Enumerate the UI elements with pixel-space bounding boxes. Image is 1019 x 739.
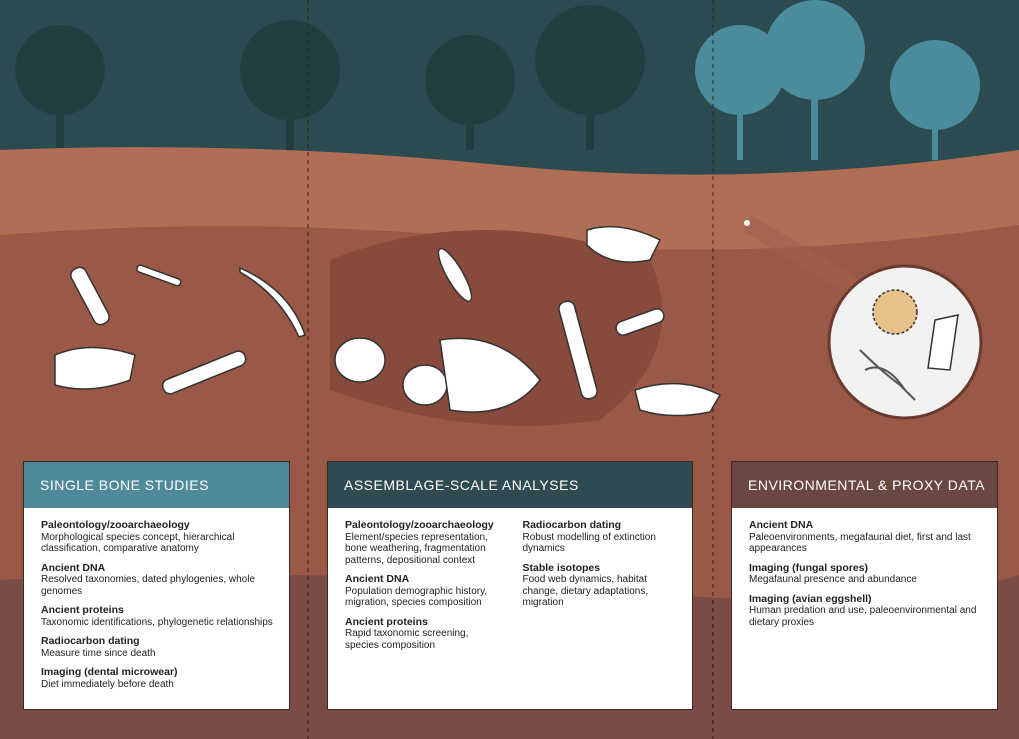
item-heading: Ancient proteins <box>41 604 124 616</box>
trees <box>15 5 645 150</box>
item-text: Megafaunal presence and abundance <box>749 574 917 585</box>
item-text: Measure time since death <box>41 647 156 659</box>
eggshell <box>927 314 959 371</box>
item: Imaging (fungal spores) Megafaunal presen… <box>749 561 987 586</box>
item-heading: Ancient DNA <box>345 573 410 585</box>
panel-title: SINGLE BONE STUDIES <box>24 462 289 508</box>
item: Imaging (avian eggshell) Human predation … <box>749 592 987 629</box>
item-text: Taxonomic identifications, phylogenetic … <box>41 616 273 628</box>
bones <box>54 225 722 417</box>
item-heading: Imaging (fungal spores) <box>749 561 869 574</box>
item: Ancient proteins Rapid taxonomic screenin… <box>345 615 505 652</box>
item-heading: Paleontology/zooarchaeology <box>345 519 494 531</box>
item-heading: Imaging (avian eggshell) <box>749 592 872 605</box>
dividers <box>307 0 714 739</box>
item: Ancient DNA Resolved taxonomies, dated ph… <box>41 561 279 598</box>
item-heading: Paleontology/zooarchaeology <box>41 519 190 531</box>
item-text: Element/species representation, bone wea… <box>345 531 488 566</box>
item-text: Rapid taxonomic screening, species compo… <box>345 628 469 651</box>
item-heading: Radiocarbon dating <box>41 635 140 647</box>
panel-title: ASSEMBLAGE-SCALE ANALYSES <box>328 462 692 508</box>
item: Paleontology/zooarchaeology Morphological… <box>41 519 279 555</box>
item-text: Diet immediately before death <box>41 678 174 690</box>
item-text: Robust modelling of extinction dynamics <box>522 531 656 555</box>
item: Stable isotopes Food web dynamics, habita… <box>522 561 683 609</box>
column: Ancient DNA Paleoenvironments, megafaunal… <box>749 519 987 636</box>
item-text: Morphological species concept, hierarchi… <box>41 531 235 555</box>
item-heading: Stable isotopes <box>522 561 601 574</box>
item-text: Food web dynamics, habitat change, dieta… <box>522 574 649 608</box>
zoom-beam <box>742 215 865 298</box>
panel-title: ENVIRONMENTAL & PROXY DATA <box>732 462 997 508</box>
item-heading: Radiocarbon dating <box>522 519 622 531</box>
item-heading: Ancient proteins <box>345 615 428 628</box>
dna <box>859 349 916 401</box>
environment-trees <box>695 0 980 160</box>
column: Paleontology/zooarchaeology Element/speci… <box>345 519 505 659</box>
panel: ASSEMBLAGE-SCALE ANALYSES Paleontology/zo… <box>327 461 693 710</box>
item: Imaging (dental microwear) Diet immediate… <box>41 666 279 690</box>
item-heading: Imaging (dental microwear) <box>41 666 178 678</box>
panel-body: Ancient DNA Paleoenvironments, megafaunal… <box>732 508 997 636</box>
panel: ENVIRONMENTAL & PROXY DATA Ancient DNA Pal… <box>731 461 998 710</box>
fungal-spore <box>872 289 918 335</box>
item: Radiocarbon dating Measure time since dea… <box>41 635 279 659</box>
item-heading: Ancient DNA <box>41 561 106 574</box>
item: Ancient DNA Paleoenvironments, megafaunal… <box>749 519 987 555</box>
column: Paleontology/zooarchaeology Morphological… <box>41 519 279 698</box>
item: Paleontology/zooarchaeology Element/speci… <box>345 519 505 566</box>
item-heading: Ancient DNA <box>749 519 814 531</box>
item-text: Population demographic history, migratio… <box>345 585 488 609</box>
item: Ancient DNA Population demographic histor… <box>345 573 505 609</box>
column: Radiocarbon dating Robust modelling of ex… <box>522 519 683 659</box>
item: Ancient proteins Taxonomic identification… <box>41 604 279 628</box>
microscope-view <box>827 264 983 420</box>
item-text: Paleoenvironments, megafaunal diet, firs… <box>749 531 971 555</box>
zoom-origin <box>744 220 750 226</box>
panel-body: Paleontology/zooarchaeology Morphological… <box>24 508 289 698</box>
panel-body: Paleontology/zooarchaeology Element/speci… <box>328 508 692 659</box>
item: Radiocarbon dating Robust modelling of ex… <box>522 519 683 555</box>
item-text: Human predation and use, paleoenvironmen… <box>749 605 977 628</box>
panel: SINGLE BONE STUDIES Paleontology/zooarcha… <box>23 461 290 710</box>
item-text: Resolved taxonomies, dated phylogenies, … <box>41 574 256 597</box>
